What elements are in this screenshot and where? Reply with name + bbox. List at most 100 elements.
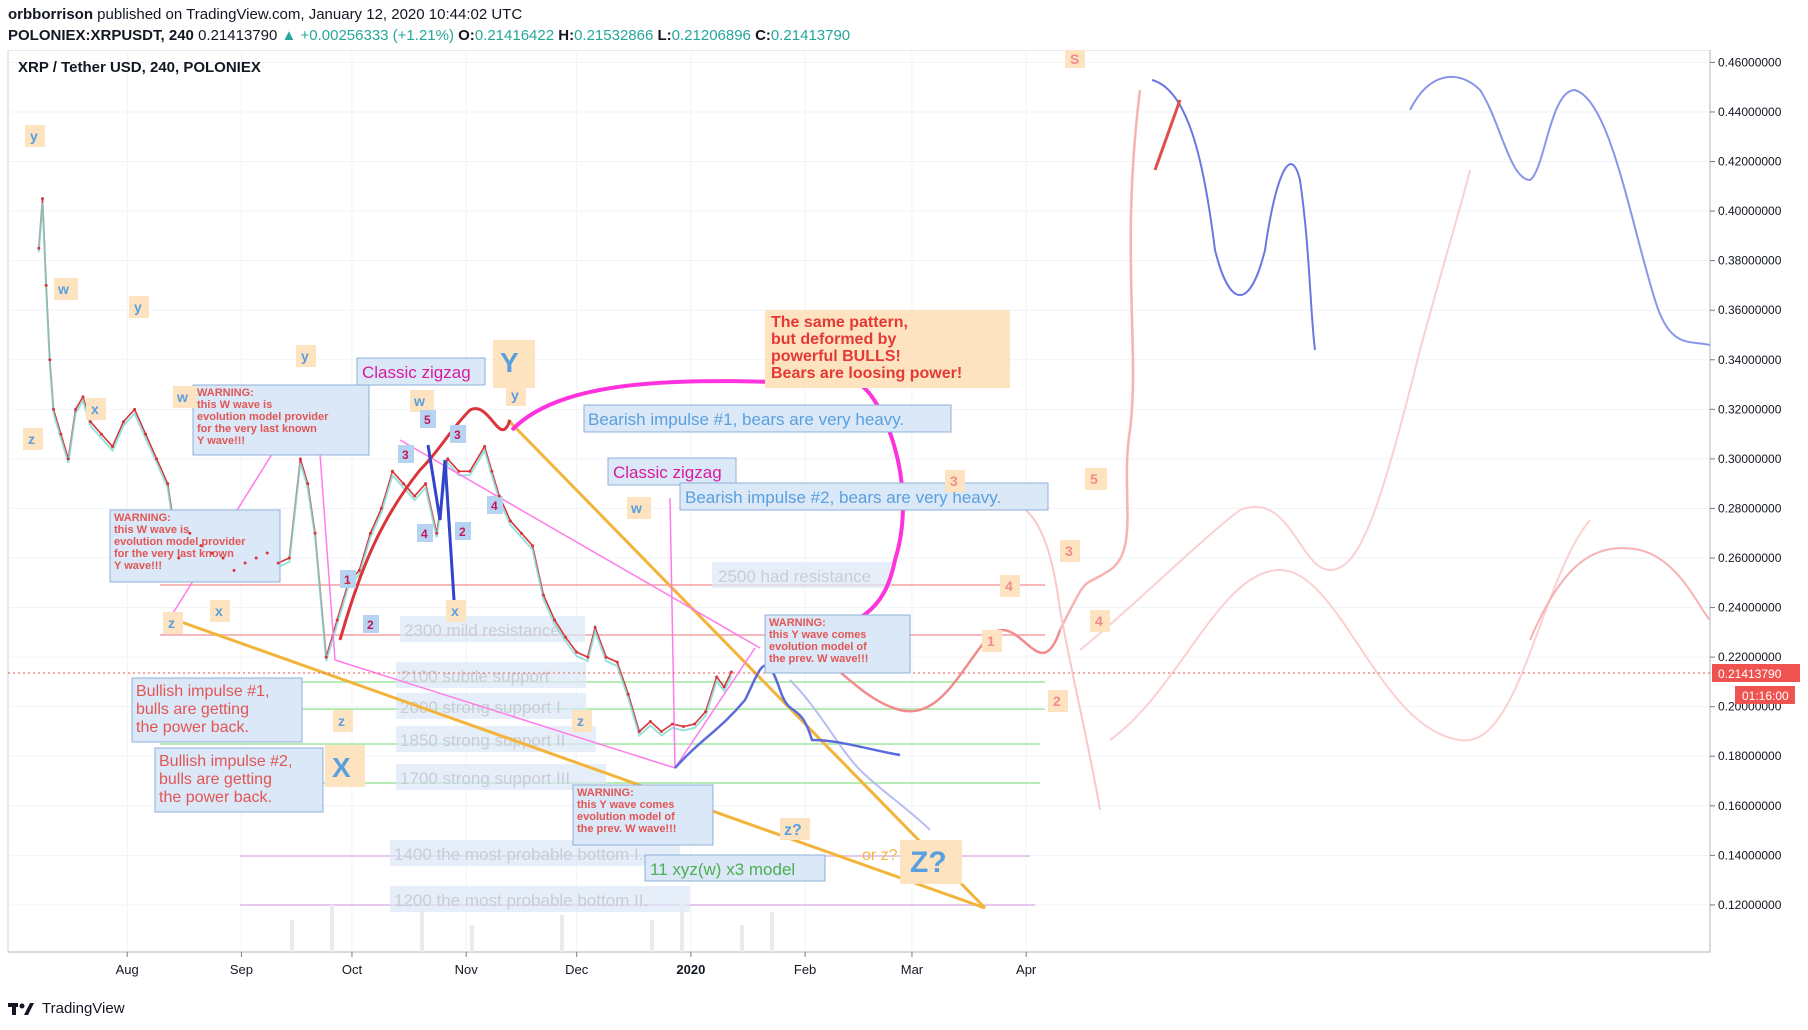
price-point[interactable] bbox=[446, 457, 450, 461]
price-chart[interactable]: 0.46000000 0.44000000 0.42000000 0.40000000… bbox=[0, 50, 1808, 995]
price-point[interactable] bbox=[144, 432, 148, 436]
price-point[interactable] bbox=[490, 469, 494, 473]
wave-blue-down[interactable] bbox=[426, 444, 457, 616]
projection-red-1[interactable] bbox=[789, 628, 1062, 713]
price-point[interactable] bbox=[265, 551, 269, 555]
price-point[interactable] bbox=[88, 420, 92, 424]
bullish-box-1[interactable] bbox=[131, 677, 303, 743]
tradingview-logo-icon[interactable] bbox=[8, 1001, 36, 1017]
price-point[interactable] bbox=[553, 618, 557, 622]
price-line[interactable] bbox=[38, 198, 733, 733]
price-point[interactable] bbox=[670, 722, 674, 726]
price-point[interactable] bbox=[497, 494, 501, 498]
price-point[interactable] bbox=[483, 444, 487, 448]
lower-trend-line[interactable] bbox=[169, 616, 986, 910]
price-point[interactable] bbox=[368, 531, 372, 535]
bullish-box-2[interactable] bbox=[154, 747, 324, 813]
price-point[interactable] bbox=[59, 432, 63, 436]
price-point[interactable] bbox=[166, 482, 170, 486]
price-point[interactable] bbox=[729, 670, 733, 674]
price-point[interactable] bbox=[457, 469, 461, 473]
price-point[interactable] bbox=[468, 469, 472, 473]
price-point[interactable] bbox=[626, 692, 630, 696]
price-point[interactable] bbox=[210, 551, 214, 555]
price-point[interactable] bbox=[413, 494, 417, 498]
price-point[interactable] bbox=[177, 556, 181, 560]
xyz-model-box[interactable] bbox=[644, 854, 826, 882]
price-point[interactable] bbox=[188, 531, 192, 535]
warning-box-3[interactable] bbox=[764, 614, 911, 674]
projection-red-5[interactable] bbox=[1109, 519, 1591, 742]
price-point[interactable] bbox=[722, 685, 726, 689]
price-point[interactable] bbox=[424, 482, 428, 486]
price-point[interactable] bbox=[298, 457, 302, 461]
price-point[interactable] bbox=[74, 407, 78, 411]
author-name[interactable]: orbborrison bbox=[8, 6, 93, 23]
price-point[interactable] bbox=[346, 581, 350, 585]
price-point[interactable] bbox=[335, 618, 339, 622]
classic-zigzag-box-1[interactable] bbox=[356, 357, 486, 386]
projection-red-2[interactable] bbox=[1058, 89, 1142, 631]
same-pattern-box[interactable] bbox=[765, 310, 1010, 388]
price-point[interactable] bbox=[648, 720, 652, 724]
wave-blue-recent[interactable] bbox=[674, 664, 901, 769]
projection-blue-2[interactable] bbox=[1409, 76, 1711, 346]
price-point[interactable] bbox=[508, 519, 512, 523]
price-axis[interactable]: 0.46000000 0.44000000 0.42000000 0.40000000… bbox=[1710, 55, 1782, 912]
price-point[interactable] bbox=[155, 457, 159, 461]
price-point[interactable] bbox=[313, 531, 317, 535]
price-point[interactable] bbox=[530, 544, 534, 548]
price-point[interactable] bbox=[390, 469, 394, 473]
price-point[interactable] bbox=[564, 635, 568, 639]
price-point[interactable] bbox=[379, 506, 383, 510]
price-point[interactable] bbox=[287, 556, 291, 560]
price-point[interactable] bbox=[519, 531, 523, 535]
bearish-box-2[interactable] bbox=[679, 482, 1049, 511]
price-point[interactable] bbox=[659, 729, 663, 733]
upper-trend-line[interactable] bbox=[506, 418, 987, 910]
projection-red-4[interactable] bbox=[1079, 169, 1471, 651]
price-point[interactable] bbox=[324, 655, 328, 659]
price-point[interactable] bbox=[593, 625, 597, 629]
price-point[interactable] bbox=[232, 568, 236, 572]
pink-leg-3[interactable] bbox=[334, 659, 676, 769]
price-point[interactable] bbox=[575, 650, 579, 654]
price-point[interactable] bbox=[542, 593, 546, 597]
price-point[interactable] bbox=[402, 482, 406, 486]
price-point[interactable] bbox=[122, 420, 126, 424]
price-point[interactable] bbox=[276, 561, 280, 565]
price-point[interactable] bbox=[133, 407, 137, 411]
pink-leg-6[interactable] bbox=[669, 497, 676, 769]
price-point[interactable] bbox=[243, 561, 247, 565]
price-point[interactable] bbox=[221, 556, 225, 560]
classic-zigzag-box-2[interactable] bbox=[607, 457, 737, 486]
price-point[interactable] bbox=[99, 432, 103, 436]
price-point[interactable] bbox=[81, 395, 85, 399]
pink-leg-5[interactable] bbox=[674, 647, 756, 769]
price-point[interactable] bbox=[615, 660, 619, 664]
price-point[interactable] bbox=[586, 655, 590, 659]
warning-box-2[interactable] bbox=[109, 509, 281, 583]
time-axis[interactable]: Aug Sep Oct Nov Dec 2020 Feb Mar Apr bbox=[116, 952, 1037, 977]
price-point[interactable] bbox=[435, 531, 439, 535]
price-point[interactable] bbox=[44, 283, 48, 287]
projection-red-6[interactable] bbox=[1529, 547, 1711, 641]
pink-leg-4[interactable] bbox=[399, 439, 761, 649]
price-point[interactable] bbox=[637, 729, 641, 733]
price-point[interactable] bbox=[66, 457, 70, 461]
projection-red-3[interactable] bbox=[999, 499, 1101, 811]
wave-red-up[interactable] bbox=[338, 407, 512, 641]
price-point[interactable] bbox=[704, 710, 708, 714]
warning-box-4[interactable] bbox=[572, 784, 714, 846]
bearish-box-1[interactable] bbox=[583, 404, 952, 433]
projection-red-steep[interactable] bbox=[1153, 99, 1182, 171]
price-point[interactable] bbox=[40, 197, 44, 201]
price-point[interactable] bbox=[199, 544, 203, 548]
price-point[interactable] bbox=[48, 358, 52, 362]
projection-blue-3[interactable] bbox=[789, 679, 931, 831]
price-point[interactable] bbox=[693, 722, 697, 726]
warning-box-1[interactable] bbox=[192, 384, 370, 456]
price-point[interactable] bbox=[604, 655, 608, 659]
projection-blue-1[interactable] bbox=[1151, 79, 1316, 351]
price-point[interactable] bbox=[715, 675, 719, 679]
